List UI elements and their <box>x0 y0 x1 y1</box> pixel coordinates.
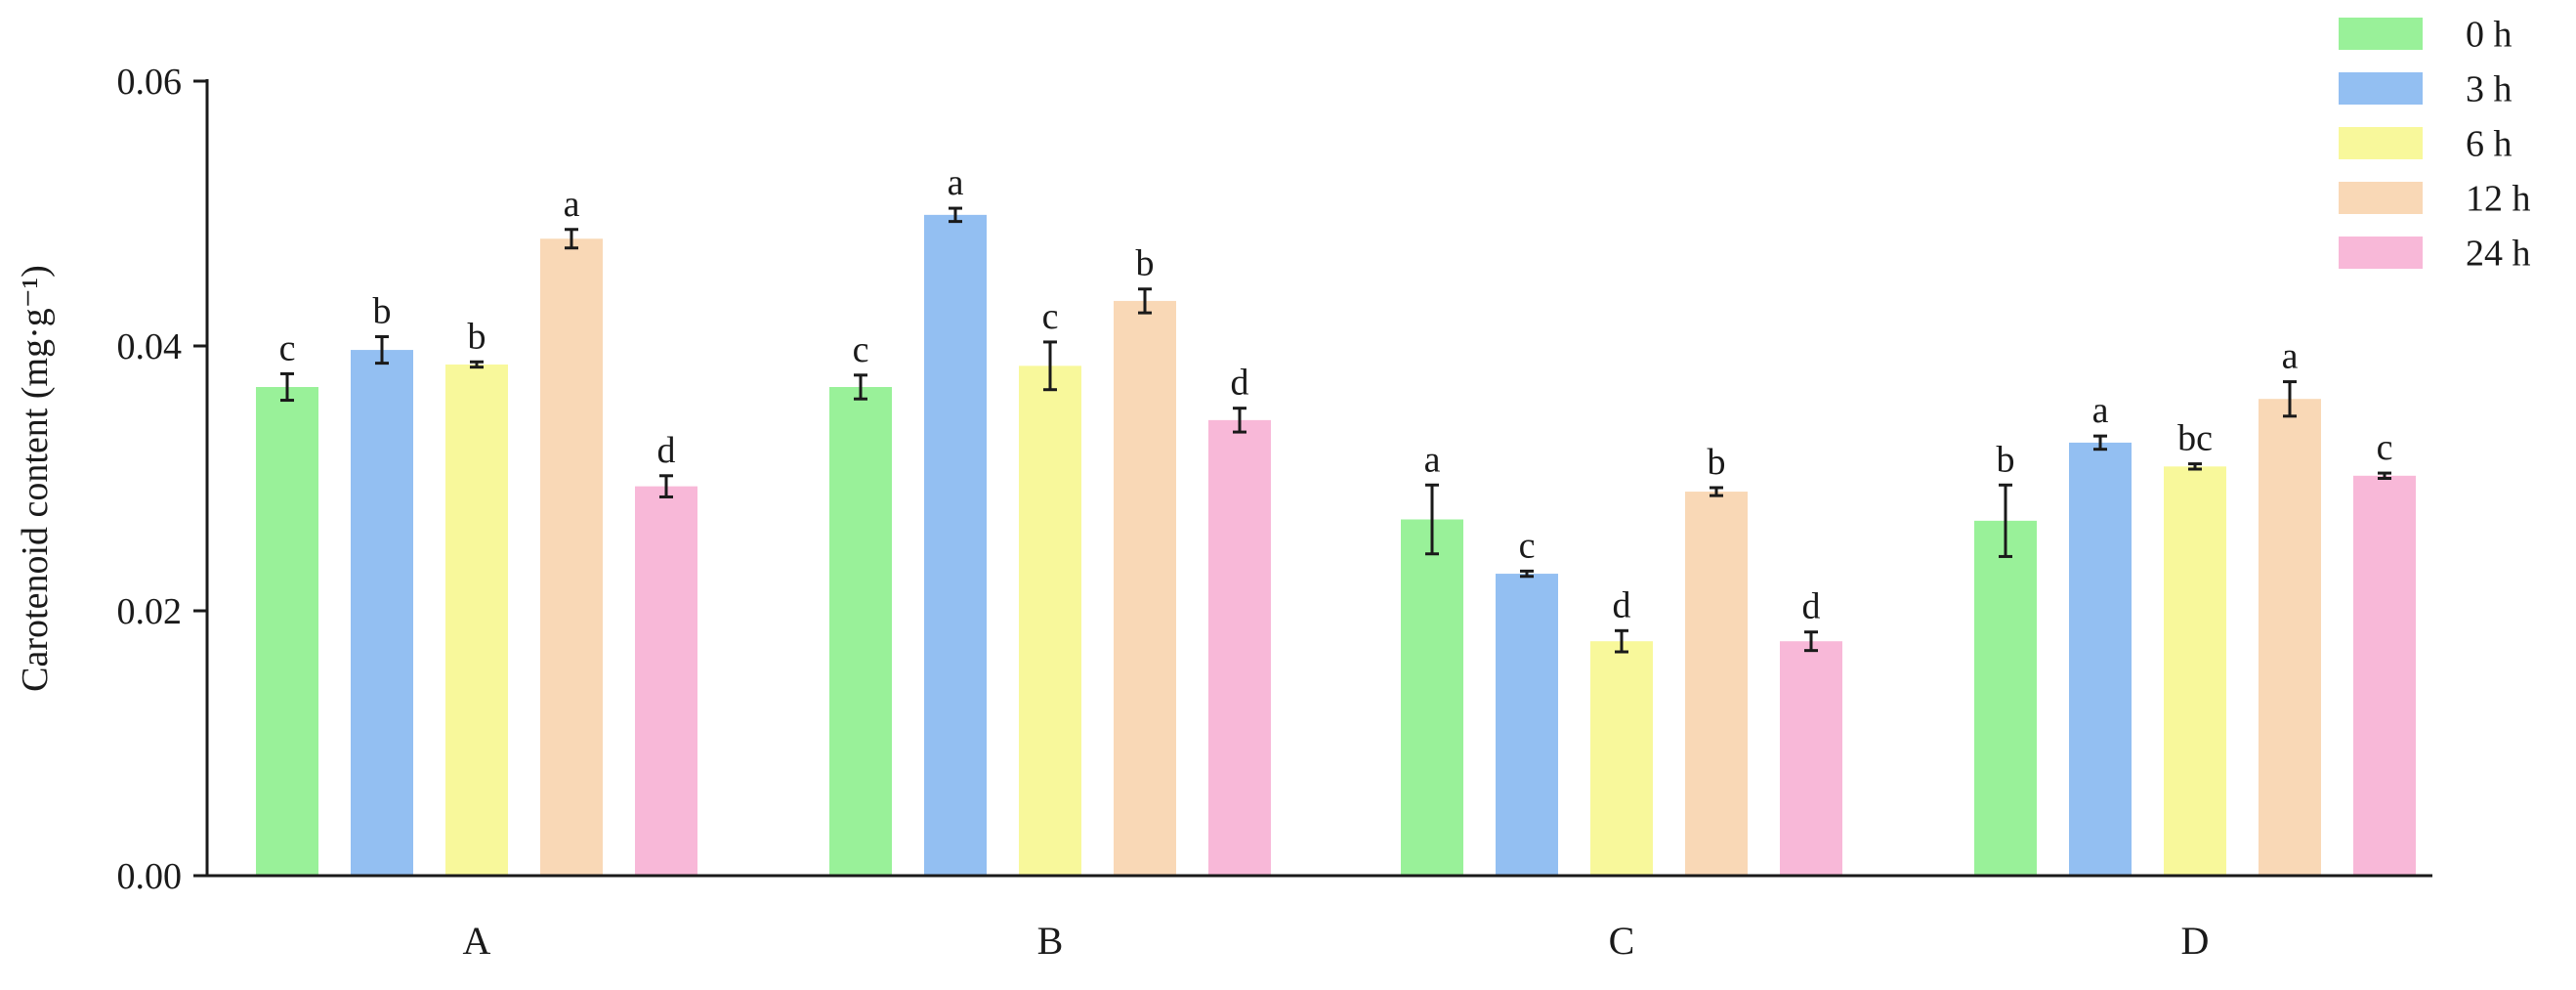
legend-swatch <box>2339 182 2423 214</box>
bar <box>2069 442 2132 876</box>
bar <box>635 486 697 876</box>
legend-swatch <box>2339 72 2423 105</box>
significance-label: b <box>1997 439 2015 480</box>
y-tick-label: 0.06 <box>117 62 183 103</box>
bar <box>1780 641 1842 876</box>
x-tick-label: D <box>2181 919 2210 963</box>
bar <box>1208 419 1271 876</box>
significance-label: b <box>1136 243 1155 284</box>
bars-layer: c b b a d c a c b d a c d b d b a bc a c <box>256 162 2416 877</box>
legend-label: 6 h <box>2466 124 2513 165</box>
significance-label: d <box>1802 586 1821 627</box>
legend: 0 h 3 h 6 h 12 h 24 h <box>2339 15 2531 275</box>
significance-label: b <box>373 291 392 332</box>
legend-label: 12 h <box>2466 179 2531 220</box>
significance-label: d <box>1231 363 1249 404</box>
significance-label: c <box>1519 525 1536 566</box>
axes-layer <box>205 79 2432 878</box>
y-axis-label: Carotenoid content (mg·g⁻¹) <box>15 265 56 692</box>
legend-swatch <box>2339 18 2423 50</box>
x-tick-label: A <box>463 919 491 963</box>
significance-label: a <box>2282 336 2299 377</box>
x-tick-label: C <box>1609 919 1635 963</box>
significance-label: a <box>564 184 580 225</box>
y-tick-label: 0.02 <box>117 591 183 632</box>
bar <box>351 350 413 876</box>
legend-swatch <box>2339 127 2423 159</box>
significance-label: c <box>1042 296 1059 337</box>
bar <box>924 214 987 877</box>
significance-label: c <box>853 329 869 370</box>
bar <box>540 238 603 876</box>
bar <box>2353 475 2416 876</box>
bar <box>1974 520 2037 876</box>
x-tick-label: B <box>1037 919 1064 963</box>
significance-label: b <box>468 316 486 357</box>
bar <box>829 387 892 876</box>
legend-label: 3 h <box>2466 69 2513 110</box>
bar <box>1590 641 1653 876</box>
significance-label: a <box>948 162 964 203</box>
y-tick-label: 0.00 <box>117 856 183 897</box>
significance-label: a <box>1424 439 1441 480</box>
bar <box>1496 574 1558 876</box>
legend-swatch <box>2339 237 2423 269</box>
bar <box>1401 519 1463 876</box>
bar <box>2259 399 2321 876</box>
legend-label: 0 h <box>2466 15 2513 56</box>
y-ticks: 0.00 0.02 0.04 0.06 <box>117 62 207 897</box>
significance-label: d <box>657 430 676 471</box>
significance-label: a <box>2092 390 2109 431</box>
bar <box>1019 366 1081 876</box>
bar <box>445 364 508 877</box>
significance-label: b <box>1708 442 1726 483</box>
bar <box>1114 300 1176 876</box>
bar <box>1685 492 1748 876</box>
significance-label: d <box>1613 584 1631 625</box>
x-ticks: A B C D <box>463 919 2210 963</box>
significance-label: bc <box>2177 418 2213 459</box>
bar <box>2164 466 2226 876</box>
significance-label: c <box>2377 427 2393 468</box>
bar <box>256 387 318 876</box>
legend-label: 24 h <box>2466 234 2531 275</box>
significance-label: c <box>279 327 296 368</box>
y-tick-label: 0.04 <box>117 326 183 367</box>
